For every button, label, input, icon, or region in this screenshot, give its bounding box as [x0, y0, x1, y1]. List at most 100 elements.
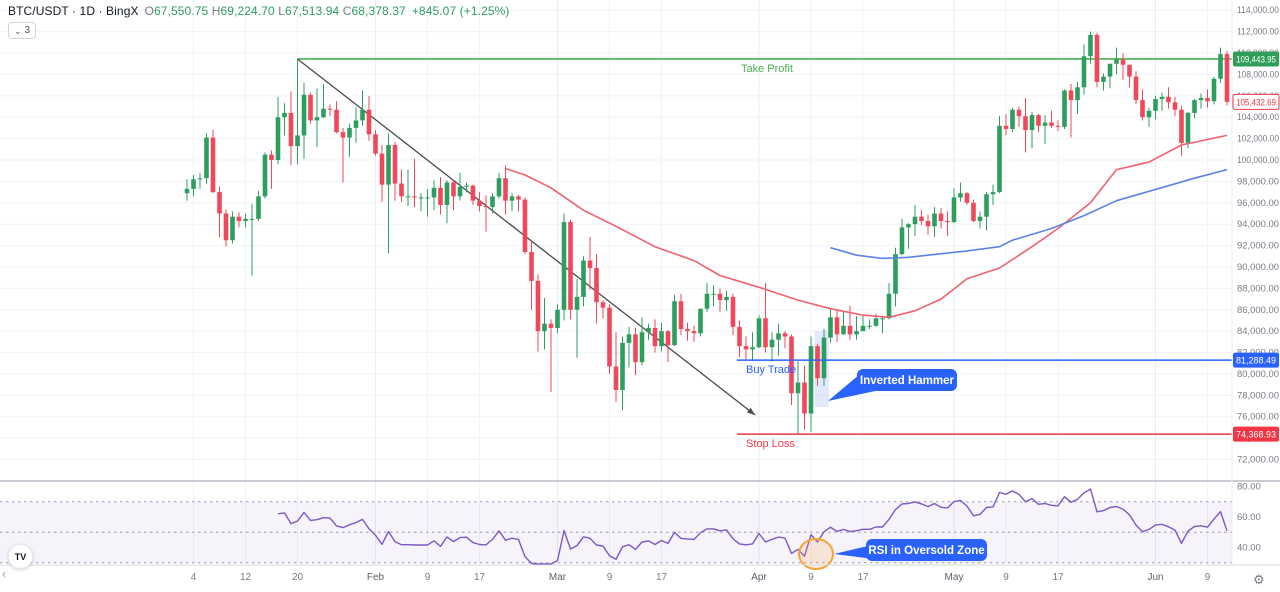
time-axis[interactable]: 4 12 20 Feb 9 17 Mar 9 17 Apr 9 17 May 9 17 Jun 9: [191, 572, 1211, 583]
candle: [977, 216, 983, 221]
price-tick-label: 72,000.00: [1237, 455, 1279, 466]
ma-100-line[interactable]: [830, 168, 1228, 260]
candle: [184, 188, 190, 194]
time-tick-label: Mar: [549, 572, 567, 583]
candle: [282, 112, 287, 118]
price-tick-label: 86,000.00: [1237, 305, 1279, 316]
ohlc-key: L: [278, 4, 286, 18]
candle: [691, 331, 697, 334]
candle: [997, 125, 1002, 193]
candle: [522, 199, 528, 252]
candle: [990, 192, 996, 195]
gear-icon[interactable]: ⚙: [1253, 572, 1265, 587]
symbol-title[interactable]: BTC/USDT · 1D · BingX: [8, 4, 139, 18]
candle: [1179, 109, 1184, 143]
ohlc-values: O67,550.75 H69,224.70 L67,513.94 C68,378…: [145, 4, 406, 18]
candle: [1062, 90, 1067, 127]
tradingview-logo[interactable]: TV: [8, 544, 33, 569]
take-profit-price-badge: 109,443.95: [1233, 51, 1279, 67]
candle: [899, 227, 905, 255]
inverted-hammer-callout[interactable]: Inverted Hammer: [828, 369, 957, 401]
candle: [860, 325, 866, 332]
price-tick-label: 96,000.00: [1237, 198, 1279, 209]
take-profit-label[interactable]: Take Profit: [741, 63, 793, 75]
svg-text:105,432.69: 105,432.69: [1236, 97, 1276, 108]
candle: [802, 382, 807, 414]
candle: [243, 218, 248, 221]
time-tick-label: 4: [191, 572, 197, 583]
price-tick-label: 108,000.00: [1237, 69, 1279, 80]
rsi-tick-label: 40.00: [1237, 542, 1261, 553]
candle: [743, 346, 749, 350]
time-tick-label: 9: [425, 572, 431, 583]
time-tick-label: 9: [1003, 572, 1009, 583]
candle: [561, 222, 567, 310]
price-axis[interactable]: 114,000.00112,000.00110,000.00108,000.00…: [1237, 5, 1279, 553]
price-tick-label: 114,000.00: [1237, 5, 1279, 16]
candle: [756, 318, 762, 348]
candle: [483, 206, 489, 208]
candle: [1023, 116, 1028, 131]
price-tick-label: 84,000.00: [1237, 326, 1279, 337]
time-tick-label: 17: [1052, 572, 1064, 583]
ohlc-value: 67,550.75: [154, 4, 212, 18]
candle: [821, 337, 827, 379]
svg-text:RSI in Oversold Zone: RSI in Oversold Zone: [868, 545, 984, 557]
object-tree-chip[interactable]: ⌄ 3: [8, 22, 37, 39]
rsi-oversold-circle[interactable]: [798, 538, 834, 570]
stop-loss-label[interactable]: Stop Loss: [746, 438, 795, 450]
candle: [945, 220, 950, 223]
candle: [425, 197, 430, 199]
price-tick-label: 104,000.00: [1237, 112, 1279, 123]
chevron-down-icon: ⌄: [14, 25, 22, 36]
svg-text:109,443.95: 109,443.95: [1236, 54, 1276, 65]
candle: [490, 196, 495, 208]
candle: [685, 329, 690, 332]
candle: [431, 187, 437, 198]
candle: [548, 323, 554, 328]
time-tick-label: 12: [240, 572, 252, 583]
candle: [191, 179, 196, 189]
candle: [717, 293, 723, 301]
svg-text:Inverted Hammer: Inverted Hammer: [860, 375, 954, 387]
candle: [1075, 87, 1080, 101]
candle: [834, 317, 840, 335]
time-tick-label: 20: [292, 572, 304, 583]
candle: [308, 94, 313, 121]
candle: [496, 178, 502, 197]
candle: [789, 336, 794, 394]
candle: [470, 185, 476, 201]
candle: [1146, 110, 1152, 118]
buy-trade-price-badge: 81,288.49: [1233, 352, 1279, 368]
time-tick-label: 17: [857, 572, 869, 583]
ma-50-line[interactable]: [505, 134, 1228, 319]
candle: [711, 293, 716, 295]
candle: [652, 327, 658, 347]
candle: [659, 331, 664, 347]
candle: [516, 196, 521, 200]
rsi-line[interactable]: [277, 488, 1228, 565]
candle: [210, 137, 216, 193]
candle: [327, 108, 333, 110]
candle: [1120, 59, 1126, 65]
time-axis-left-arrow-icon[interactable]: ‹: [2, 567, 6, 581]
stop-loss-price-badge: 74,368.93: [1233, 426, 1279, 442]
candle: [405, 196, 411, 198]
candle: [1127, 64, 1132, 77]
candle: [828, 317, 833, 338]
rsi-oversold-callout[interactable]: RSI in Oversold Zone: [834, 539, 987, 561]
rsi-tick-label: 80.00: [1237, 481, 1261, 492]
candle: [295, 135, 300, 147]
time-tick-label: Feb: [367, 572, 385, 583]
candle: [451, 182, 456, 197]
time-tick-label: May: [945, 572, 964, 583]
candle: [672, 301, 677, 346]
candle: [776, 333, 781, 340]
price-tick-label: 100,000.00: [1237, 155, 1279, 166]
candle: [321, 108, 326, 118]
candle: [1140, 100, 1145, 118]
time-tick-label: 17: [656, 572, 668, 583]
buy-trade-label[interactable]: Buy Trade: [746, 364, 796, 376]
